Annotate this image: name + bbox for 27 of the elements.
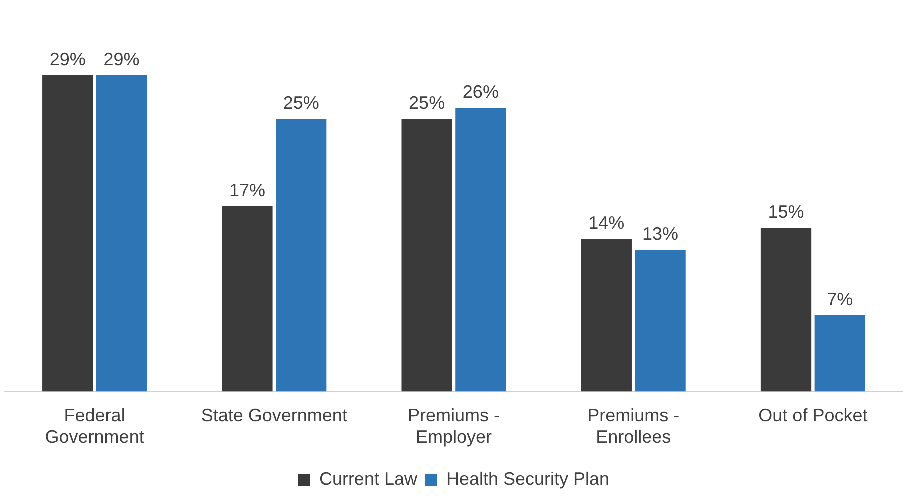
data-label: 7% — [827, 289, 854, 310]
bar — [222, 206, 273, 392]
bar — [276, 119, 327, 392]
x-tick-label: State Government — [201, 406, 348, 426]
x-tick-label: Out of Pocket — [758, 406, 868, 426]
legend-label: Current Law — [319, 468, 418, 489]
bar — [814, 315, 866, 392]
bar — [760, 228, 812, 392]
x-tick-label: Premiums - Enrollees — [588, 406, 680, 448]
x-tick-label: Federal Government — [45, 406, 144, 448]
data-label: 14% — [588, 213, 625, 234]
data-label: 26% — [462, 82, 499, 102]
bar — [581, 239, 632, 392]
bar — [635, 250, 686, 392]
bar — [456, 108, 506, 392]
data-label: 25% — [283, 93, 320, 114]
bar — [42, 75, 94, 392]
bar — [96, 75, 148, 392]
bar — [402, 119, 452, 392]
legend-label: Health Security Plan — [446, 468, 610, 489]
data-label: 17% — [229, 180, 266, 200]
data-label: 25% — [409, 93, 446, 114]
data-label: 15% — [768, 202, 804, 222]
data-label: 13% — [642, 224, 679, 244]
data-label: 29% — [104, 49, 140, 70]
x-tick-label: Premiums - Employer — [408, 406, 500, 448]
data-label: 29% — [50, 49, 86, 70]
